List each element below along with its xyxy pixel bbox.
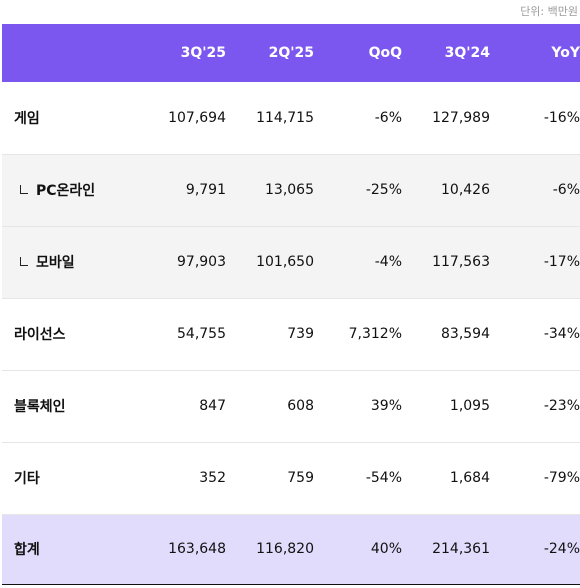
total-cell: 163,648 [168, 541, 226, 557]
row-label-text: 게임 [14, 110, 40, 127]
table-cell: 9,791 [185, 182, 226, 198]
table-cell: -6% [552, 182, 580, 198]
table-cell: -17% [543, 254, 580, 270]
table-cell: 847 [199, 398, 226, 414]
table-cell: 1,684 [449, 470, 490, 486]
table-row: PC온라인 9,791 13,065 -25% 10,426 -6% [2, 154, 580, 226]
table-cell: 97,903 [177, 254, 226, 270]
total-row: 합계 163,648 116,820 40% 214,361 -24% [2, 514, 580, 584]
unit-note: 단위: 백만원 [520, 5, 578, 18]
table-cell: 1,095 [449, 398, 490, 414]
table-cell: -23% [543, 398, 580, 414]
table-cell: 13,065 [265, 182, 314, 198]
total-cell: -24% [543, 541, 580, 557]
table-row: 기타 352 759 -54% 1,684 -79% [2, 442, 580, 514]
header-3q25: 3Q'25 [180, 45, 226, 61]
table-header-row: 3Q'25 2Q'25 QoQ 3Q'24 YoY [2, 24, 580, 82]
table-cell: -34% [543, 326, 580, 342]
table-cell: 83,594 [441, 326, 490, 342]
header-cell-empty [2, 24, 140, 82]
table-row: 라이선스 54,755 739 7,312% 83,594 -34% [2, 298, 580, 370]
table-cell: 114,715 [256, 109, 314, 126]
table-cell: 54,755 [177, 326, 226, 342]
header-3q24: 3Q'24 [444, 45, 490, 61]
row-label-text: 블록체인 [14, 399, 66, 415]
table-row: 모바일 97,903 101,650 -4% 117,563 -17% [2, 226, 580, 298]
row-label: 라이선스 [2, 298, 140, 370]
table-cell: -54% [365, 470, 402, 486]
sub-item-corner-icon [20, 257, 28, 266]
table-cell: 739 [287, 326, 314, 342]
table-cell: 101,650 [256, 254, 314, 270]
row-label: 모바일 [2, 226, 140, 298]
header-qoq: QoQ [368, 45, 402, 61]
sub-item-corner-icon [20, 185, 28, 194]
row-label-text: 모바일 [36, 255, 75, 271]
total-cell: 40% [370, 541, 402, 557]
total-cell: 214,361 [432, 541, 490, 557]
row-label: 블록체인 [2, 370, 140, 442]
table-cell: -6% [374, 109, 402, 126]
total-cell: 116,820 [256, 541, 314, 557]
table-cell: -16% [543, 109, 580, 126]
table-cell: -25% [365, 182, 402, 198]
row-label: PC온라인 [2, 154, 140, 226]
table-row: 게임 107,694 114,715 -6% 127,989 -16% [2, 82, 580, 154]
revenue-table: 3Q'25 2Q'25 QoQ 3Q'24 YoY 게임 107,694 114,7… [2, 24, 580, 585]
table-cell: 117,563 [432, 254, 490, 270]
table-cell: -4% [374, 254, 402, 270]
table-body: 게임 107,694 114,715 -6% 127,989 -16% PC온라인 9,791… [2, 82, 580, 584]
table-cell: 127,989 [432, 109, 490, 126]
row-label-text: PC온라인 [36, 183, 96, 199]
total-label: 합계 [14, 542, 40, 558]
table-cell: 7,312% [348, 326, 402, 342]
row-label-text: 라이선스 [14, 327, 66, 343]
table-cell: 759 [287, 470, 314, 486]
header-yoy: YoY [551, 45, 580, 61]
table-cell: 107,694 [168, 109, 226, 126]
table-row: 블록체인 847 608 39% 1,095 -23% [2, 370, 580, 442]
table-cell: 39% [370, 398, 402, 414]
table-cell: 10,426 [441, 182, 490, 198]
row-label: 게임 [2, 82, 140, 154]
table-cell: -79% [543, 470, 580, 486]
header-2q25: 2Q'25 [268, 45, 314, 61]
table-cell: 352 [199, 470, 226, 486]
row-label-text: 기타 [14, 471, 40, 487]
row-label: 기타 [2, 442, 140, 514]
table-cell: 608 [287, 398, 314, 414]
